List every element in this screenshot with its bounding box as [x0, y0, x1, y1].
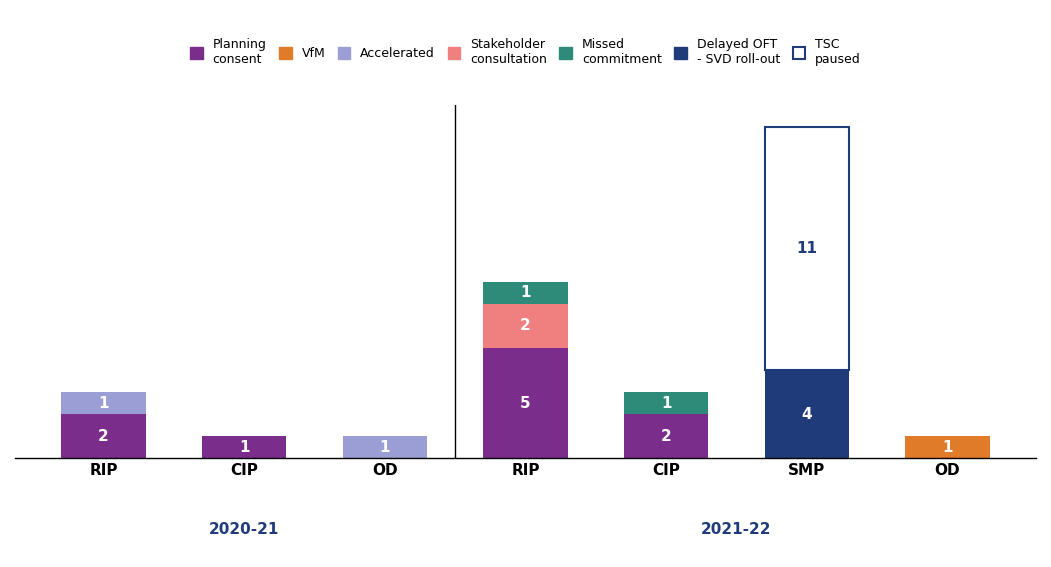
Text: 1: 1 — [99, 396, 109, 411]
Bar — [483, 348, 568, 458]
Bar — [343, 437, 427, 458]
Bar — [483, 282, 568, 304]
Bar — [905, 437, 990, 458]
Text: 11: 11 — [797, 241, 818, 256]
Text: 1: 1 — [661, 396, 672, 411]
Text: 2: 2 — [520, 318, 531, 333]
Text: 5: 5 — [520, 396, 531, 411]
Bar — [764, 370, 849, 458]
Text: 1: 1 — [520, 285, 531, 300]
Text: 1: 1 — [239, 440, 249, 455]
Text: 2020-21: 2020-21 — [209, 522, 280, 537]
Legend: Planning
consent, VfM, Accelerated, Stakeholder
consultation, Missed
commitment,: Planning consent, VfM, Accelerated, Stak… — [185, 33, 866, 71]
Bar — [61, 392, 146, 414]
Bar — [483, 304, 568, 348]
Text: 2: 2 — [98, 429, 109, 444]
Text: 1: 1 — [379, 440, 390, 455]
Text: 1: 1 — [942, 440, 952, 455]
Text: 2: 2 — [661, 429, 672, 444]
Text: 2021-22: 2021-22 — [701, 522, 771, 537]
Bar — [61, 414, 146, 458]
Bar — [624, 392, 708, 414]
Bar — [624, 414, 708, 458]
Bar — [202, 437, 287, 458]
Text: 4: 4 — [802, 407, 812, 422]
Bar — [764, 127, 849, 370]
